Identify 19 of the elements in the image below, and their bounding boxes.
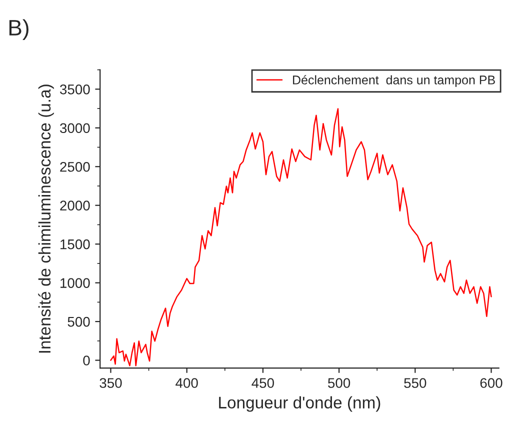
y-tick-label: 2500 xyxy=(60,162,90,172)
x-axis-title: Longueur d'onde (nm) xyxy=(219,396,380,412)
x-tick-label: 400 xyxy=(176,378,198,388)
x-tick-label: 600 xyxy=(480,378,502,388)
y-tick-label: 2000 xyxy=(60,200,90,211)
y-axis-title: Intensité de chimiluminescence (u.a) xyxy=(38,84,54,353)
y-tick-label: 1000 xyxy=(60,278,90,288)
x-tick-label: 350 xyxy=(100,378,122,388)
x-tick-label: 450 xyxy=(252,378,274,388)
x-tick-label: 500 xyxy=(328,378,350,388)
y-tick-label: 3500 xyxy=(60,84,90,94)
y-tick-label: 3000 xyxy=(60,123,90,134)
y-tick-label: 1500 xyxy=(60,239,90,250)
y-tick-label: 500 xyxy=(68,316,90,327)
line-series xyxy=(110,108,492,366)
x-tick-label: 550 xyxy=(404,378,426,388)
text: B) xyxy=(9,19,28,40)
y-tick-label: 0 xyxy=(83,356,90,366)
legend-label: Déclenchement dans un tampon PB xyxy=(293,75,495,87)
